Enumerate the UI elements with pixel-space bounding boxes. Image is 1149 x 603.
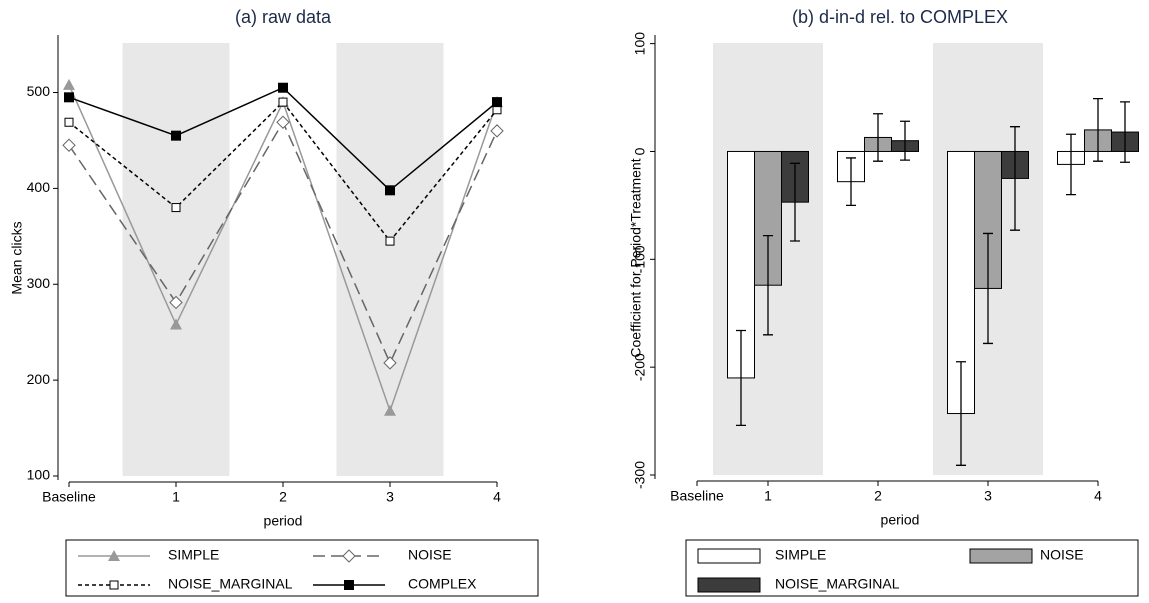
legend-label: SIMPLE	[168, 547, 219, 563]
marker	[109, 580, 119, 590]
x-axis-title: period	[881, 512, 920, 528]
error-bar	[763, 234, 773, 336]
marker	[63, 78, 75, 90]
marker	[490, 124, 504, 138]
legend-swatch	[697, 577, 761, 593]
marker	[342, 549, 356, 563]
legend-label: COMPLEX	[408, 576, 477, 592]
x-axis-title: period	[264, 513, 303, 529]
y-tick-label: -100	[632, 245, 648, 273]
error-bar	[1093, 97, 1103, 162]
chart-title: (b) d-in-d rel. to COMPLEX	[792, 7, 1008, 27]
error-bar	[983, 232, 993, 345]
y-axis-title: Mean clicks	[9, 221, 25, 294]
legend-box	[685, 539, 1139, 597]
marker	[278, 82, 288, 93]
marker	[171, 130, 181, 141]
legend-swatch	[969, 548, 1033, 564]
error-bar	[900, 120, 910, 161]
marker	[276, 115, 290, 129]
x-tick-label: 2	[874, 488, 882, 504]
marker	[344, 580, 354, 590]
shaded-band	[336, 43, 444, 476]
legend-label: NOISE	[1040, 547, 1084, 563]
panel: (a) raw data 100 200 300 400 500 Baseline 1 2 3 4 p…	[9, 7, 539, 597]
x-tick-label: 4	[493, 489, 501, 505]
error-bar	[736, 329, 746, 427]
marker	[383, 356, 397, 370]
x-tick-label: Baseline	[670, 488, 724, 504]
marker	[385, 236, 395, 246]
error-bar	[873, 113, 883, 162]
error-bar	[790, 162, 800, 242]
legend-label: NOISE_MARGINAL	[775, 576, 900, 592]
x-tick-label: 1	[172, 489, 180, 505]
y-axis-title: Coefficient for Period*Treatment	[628, 158, 644, 357]
marker	[384, 404, 396, 416]
y-tick-label: 200	[27, 371, 51, 387]
marker	[170, 318, 182, 330]
marker	[64, 92, 74, 103]
marker	[171, 203, 181, 213]
x-tick-label: 4	[1094, 488, 1102, 504]
panel: (b) d-in-d rel. to COMPLEX -300 -200 -100 0 1…	[628, 7, 1139, 597]
y-tick-label: 100	[632, 32, 648, 56]
chart-title: (a) raw data	[235, 7, 332, 27]
y-tick-label: -300	[632, 461, 648, 489]
y-tick-label: 0	[632, 147, 648, 155]
legend-label: SIMPLE	[775, 547, 826, 563]
y-tick-label: 500	[27, 83, 51, 99]
marker	[108, 550, 120, 561]
shaded-band	[122, 43, 230, 476]
marker	[492, 97, 502, 108]
y-tick-label: 400	[27, 179, 51, 195]
y-tick-label: 300	[27, 275, 51, 291]
legend-box	[65, 539, 539, 597]
x-tick-label: 2	[279, 489, 287, 505]
error-bar	[956, 361, 966, 466]
marker	[64, 117, 74, 127]
marker	[169, 295, 183, 310]
marker	[278, 97, 288, 107]
legend-swatch	[697, 548, 761, 564]
error-bar	[1120, 101, 1130, 163]
x-tick-label: 1	[764, 488, 772, 504]
y-tick-label: 100	[27, 467, 51, 483]
y-tick-label: -200	[632, 353, 648, 381]
x-tick-label: 3	[386, 489, 394, 505]
error-bar	[846, 157, 856, 207]
x-tick-label: Baseline	[42, 489, 96, 505]
legend-label: NOISE	[408, 547, 452, 563]
error-bar	[1066, 133, 1076, 196]
marker	[385, 185, 395, 196]
marker	[62, 138, 76, 152]
error-bar	[1010, 126, 1020, 231]
x-tick-label: 3	[984, 488, 992, 504]
legend-label: NOISE_MARGINAL	[168, 576, 293, 592]
